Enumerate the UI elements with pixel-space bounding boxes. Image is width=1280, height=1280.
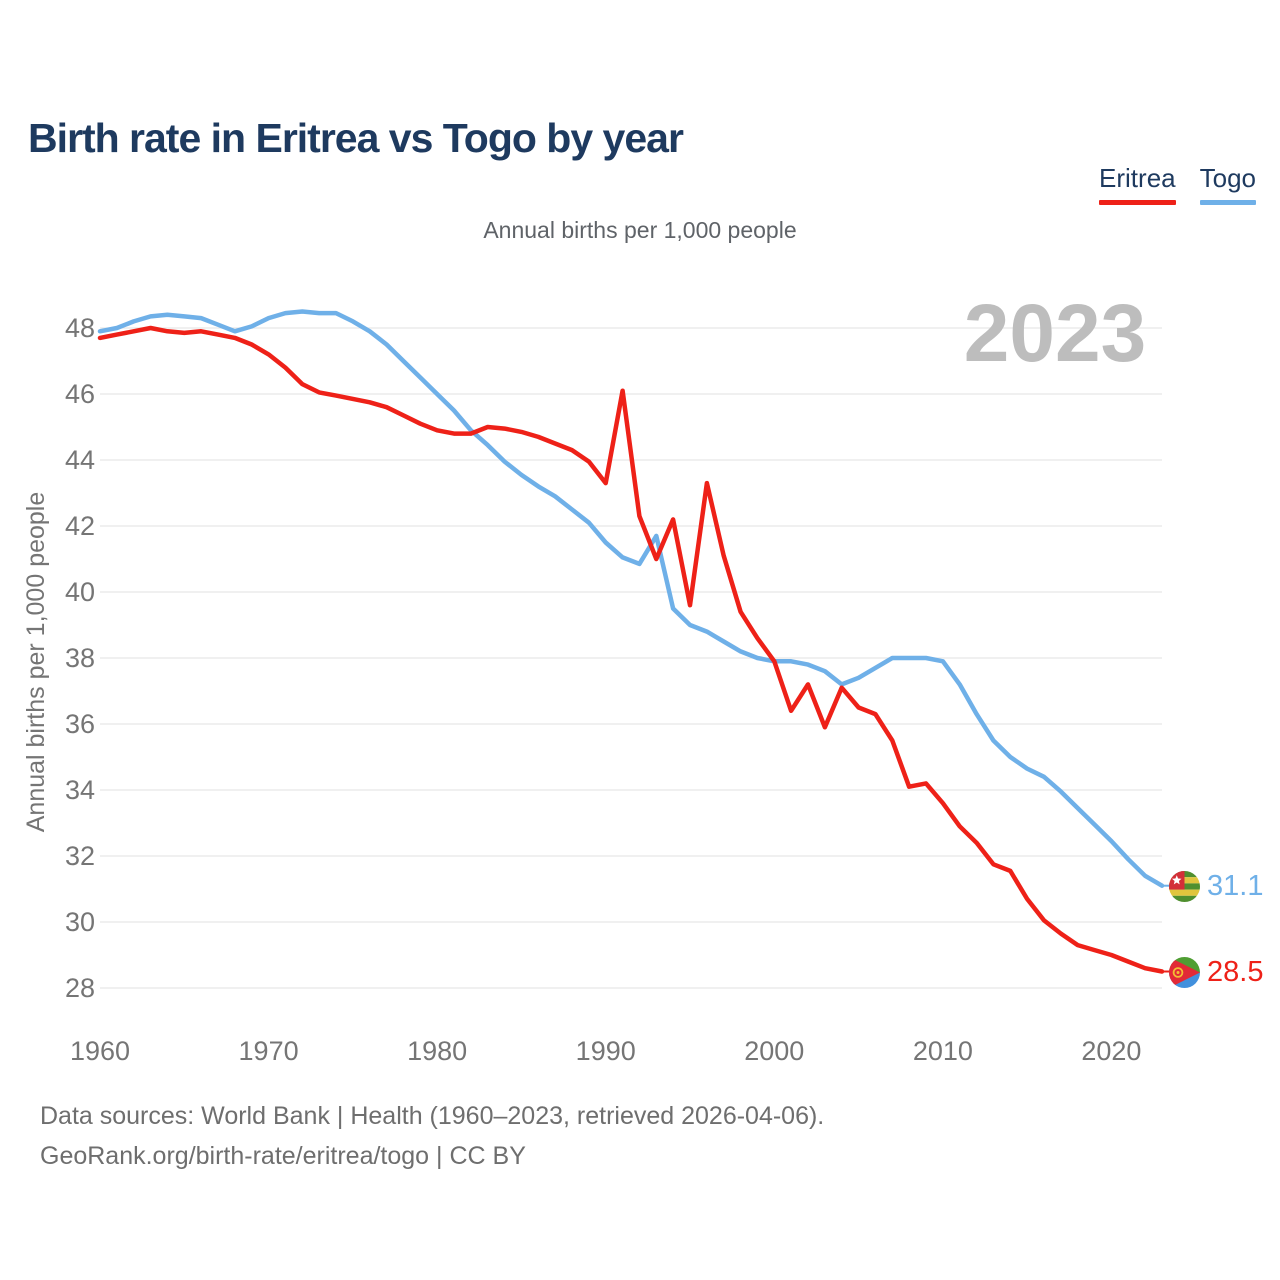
y-tick-label: 34 bbox=[65, 775, 95, 805]
end-label-eritrea: 28.5 bbox=[1169, 956, 1263, 989]
y-tick-label: 28 bbox=[65, 973, 95, 1003]
y-tick-label: 42 bbox=[65, 511, 95, 541]
legend: Eritrea Togo bbox=[1099, 163, 1256, 205]
legend-underline-togo bbox=[1199, 200, 1256, 205]
x-tick-label: 2020 bbox=[1081, 1036, 1141, 1066]
legend-underline-eritrea bbox=[1099, 200, 1176, 205]
end-label-togo: 31.1 bbox=[1169, 870, 1263, 903]
x-tick-label: 1960 bbox=[70, 1036, 130, 1066]
y-tick-label: 30 bbox=[65, 907, 95, 937]
series-line-eritrea bbox=[97, 325, 1165, 974]
footer: Data sources: World Bank | Health (1960–… bbox=[40, 1096, 824, 1176]
y-tick-label: 36 bbox=[65, 709, 95, 739]
watermark-year: 2023 bbox=[964, 288, 1146, 379]
series-line-togo bbox=[97, 309, 1165, 888]
footer-attribution: GeoRank.org/birth-rate/eritrea/togo | CC… bbox=[40, 1142, 526, 1170]
y-tick-label: 32 bbox=[65, 841, 95, 871]
legend-label-eritrea: Eritrea bbox=[1099, 163, 1176, 193]
y-tick-label: 46 bbox=[65, 379, 95, 409]
footer-sources: Data sources: World Bank | Health (1960–… bbox=[40, 1102, 825, 1130]
y-tick-label: 38 bbox=[65, 643, 95, 673]
x-tick-label: 1970 bbox=[239, 1036, 299, 1066]
x-tick-label: 1980 bbox=[407, 1036, 467, 1066]
y-axis-title: Annual births per 1,000 people bbox=[22, 492, 50, 833]
eritrea-flag-icon bbox=[1169, 957, 1200, 988]
x-tick-label: 1990 bbox=[576, 1036, 636, 1066]
x-tick-label: 2010 bbox=[913, 1036, 973, 1066]
x-tick-label: 2000 bbox=[744, 1036, 804, 1066]
chart-subtitle: Annual births per 1,000 people bbox=[483, 217, 797, 243]
legend-item-togo[interactable]: Togo bbox=[1199, 163, 1256, 205]
legend-label-togo: Togo bbox=[1199, 163, 1256, 193]
y-tick-label: 48 bbox=[65, 313, 95, 343]
legend-item-eritrea[interactable]: Eritrea bbox=[1099, 163, 1176, 205]
end-value-eritrea: 28.5 bbox=[1207, 956, 1264, 988]
page-title: Birth rate in Eritrea vs Togo by year bbox=[28, 115, 684, 162]
y-tick-label: 44 bbox=[65, 445, 95, 475]
end-value-togo: 31.1 bbox=[1207, 870, 1264, 903]
y-tick-label: 40 bbox=[65, 577, 95, 607]
togo-flag-icon bbox=[1169, 871, 1200, 903]
